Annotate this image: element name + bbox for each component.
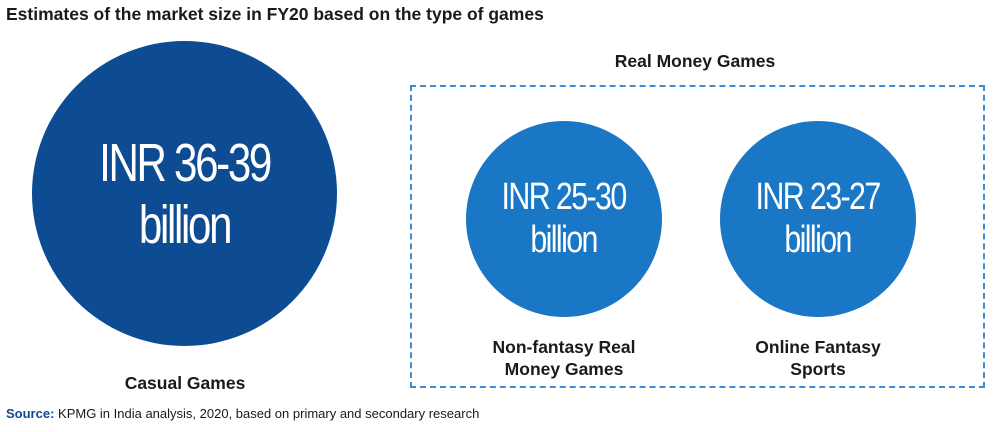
bubble-value-line1: INR 36-39	[99, 132, 272, 193]
bubble-value-line2: billion	[784, 219, 853, 261]
online-fantasy-sports-label: Online Fantasy Sports	[755, 337, 881, 379]
bubble-value-line2: billion	[530, 219, 599, 261]
non-fantasy-real-money-label: Non-fantasy Real Money Games	[492, 337, 636, 379]
casual-games-bubble: INR 36-39 billion	[32, 41, 337, 346]
bubble-value-line2: billion	[138, 194, 233, 255]
bubble-value-line1: INR 25-30	[501, 176, 628, 218]
casual-games-label: Casual Games	[124, 373, 246, 393]
non-fantasy-real-money-bubble: INR 25-30 billion	[466, 121, 662, 317]
chart-title: Estimates of the market size in FY20 bas…	[6, 4, 544, 24]
online-fantasy-sports-bubble: INR 23-27 billion	[720, 121, 916, 317]
bubble-value-line1: INR 23-27	[755, 176, 882, 218]
real-money-games-group-box	[410, 85, 985, 388]
source-text: KPMG in India analysis, 2020, based on p…	[54, 406, 480, 421]
group-label: Real Money Games	[614, 51, 776, 71]
source-note: Source: KPMG in India analysis, 2020, ba…	[6, 406, 479, 421]
source-prefix: Source:	[6, 406, 55, 421]
